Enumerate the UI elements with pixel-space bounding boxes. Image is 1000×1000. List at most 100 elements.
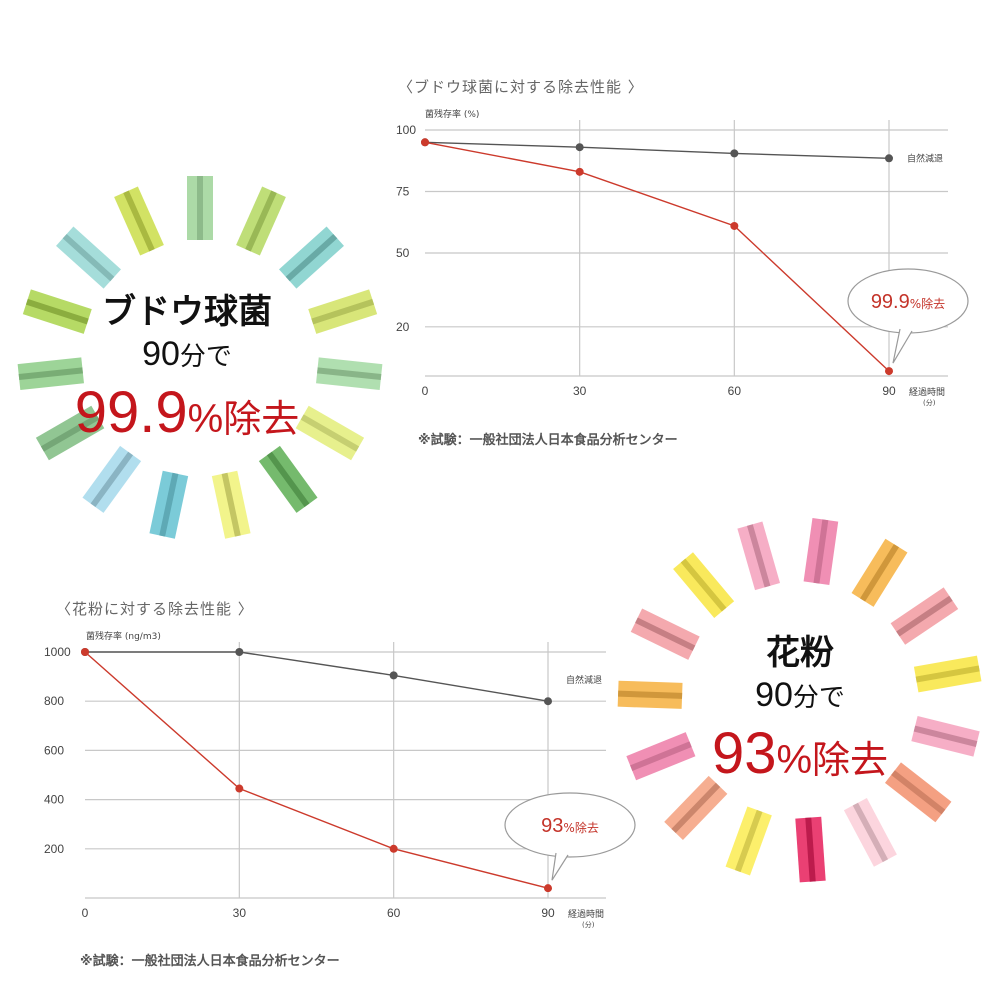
badge-duration-unit: 分で: [792, 683, 845, 713]
burst-ray: [35, 405, 105, 461]
burst-ray: [617, 680, 683, 709]
callout-bubble: [504, 792, 636, 858]
badge-subject: 花粉: [766, 633, 834, 673]
data-point: [544, 884, 552, 893]
callout-tail: [551, 852, 569, 881]
data-point: [575, 167, 584, 176]
badge-result-percent: %: [187, 397, 224, 441]
callout-label: 除去: [575, 820, 599, 835]
burst-ray: [913, 655, 982, 693]
burst-rays: [617, 518, 982, 883]
badge-result-number: 99.9: [74, 380, 188, 445]
x-axis-label: 経過時間: [568, 908, 604, 920]
series-line-removal: [84, 651, 549, 889]
burst-text: 花粉 90分で 93%除去: [647, 633, 953, 800]
chart1-plot: 菌残存率 (%) 100 75 50 20 0 30 60 90 経過時間(分) 99.9%除去 自然…: [396, 108, 969, 407]
pollen-burst-badge: 花粉 90分で 93%除去: [615, 518, 985, 890]
badge-result-percent: %: [776, 738, 813, 782]
callout-percent: %: [910, 297, 921, 311]
result-callout: 93%除去: [504, 792, 636, 881]
badge-subject: ブドウ球菌: [102, 292, 272, 332]
burst-ray: [114, 186, 164, 256]
burst-text: ブドウ球菌 90分で 99.9%除去: [20, 292, 354, 459]
burst-ray: [630, 608, 700, 660]
burst-rays: [17, 176, 383, 539]
callout-number: 99.9: [871, 291, 910, 313]
burst-ray: [17, 357, 84, 390]
x-tick-label: 90: [882, 384, 896, 398]
burst-ray: [236, 186, 286, 256]
x-tick-label: 60: [728, 384, 742, 398]
burst-ray: [149, 470, 189, 539]
badge-duration: 90分で: [20, 332, 354, 379]
burst-ray: [673, 552, 735, 618]
data-point: [885, 154, 893, 163]
data-point: [885, 367, 893, 376]
chart2-plot: 菌残存率 (ng/m3) 1000 800 600 400 200 0 30 60 90 経過時間(…: [44, 630, 636, 929]
badge-result: 99.9%除去: [20, 381, 354, 459]
y-tick-label: 200: [44, 842, 64, 856]
badge-result-label: 除去: [812, 738, 889, 782]
data-point: [389, 844, 398, 853]
callout-tail: [892, 328, 913, 364]
burst-ray: [843, 798, 897, 867]
y-tick-label: 50: [396, 246, 410, 260]
x-axis-unit: (分): [923, 398, 936, 407]
x-tick-label: 30: [233, 906, 247, 920]
series-line-natural-decay: [424, 141, 890, 159]
y-tick-label: 600: [44, 743, 64, 757]
data-point: [730, 221, 739, 230]
chart2-title: 〈花粉に対する除去性能 〉: [56, 600, 254, 618]
burst-ray: [211, 470, 251, 539]
callout-label: 除去: [921, 296, 945, 311]
burst-ray: [884, 762, 952, 823]
data-point: [730, 149, 739, 158]
badge-result-number: 93: [711, 721, 777, 786]
y-tick-label: 20: [396, 320, 410, 334]
burst-ray: [626, 732, 696, 781]
data-point: [575, 143, 584, 152]
callout-text: 93%除去: [541, 815, 599, 837]
x-tick-label: 0: [422, 384, 429, 398]
burst-ray: [664, 775, 728, 840]
x-tick-label: 60: [387, 906, 401, 920]
burst-ray: [279, 226, 344, 289]
burst-ray: [737, 521, 781, 591]
series-label: 自然減退: [566, 674, 602, 686]
burst-ray: [56, 226, 121, 289]
data-point: [544, 697, 552, 706]
data-point: [421, 138, 429, 147]
x-tick-label: 0: [82, 906, 89, 920]
burst-ray: [187, 176, 213, 240]
badge-result-label: 除去: [223, 397, 300, 441]
burst-ray: [258, 445, 318, 513]
callout-text: 99.9%除去: [871, 291, 945, 313]
data-point: [81, 648, 89, 656]
burst-ray: [316, 357, 383, 390]
burst-ray: [725, 806, 772, 876]
burst-ray: [851, 538, 908, 607]
callout-number: 93: [541, 815, 563, 837]
chart1-source-note: ※試験：一般社団法人日本食品分析センター: [418, 433, 678, 448]
y-tick-label: 800: [44, 694, 64, 708]
badge-duration-number: 90: [142, 335, 180, 373]
series-line-removal: [424, 141, 890, 372]
burst-ray: [890, 587, 959, 645]
y-tick-label: 1000: [44, 645, 71, 659]
chart1-title: 〈ブドウ球菌に対する除去性能 〉: [398, 78, 644, 96]
y-tick-label: 75: [396, 185, 410, 199]
badge-duration-unit: 分で: [179, 342, 232, 372]
x-axis-label: 経過時間: [909, 386, 945, 398]
y-tick-label: 100: [396, 123, 416, 137]
result-callout: 99.9%除去: [847, 268, 969, 364]
x-axis-unit: (分): [582, 920, 595, 929]
chart2-source-note: ※試験：一般社団法人日本食品分析センター: [80, 954, 340, 969]
y-axis-label: 菌残存率 (ng/m3): [86, 630, 161, 642]
series-line-natural-decay: [85, 651, 549, 702]
badge-result: 93%除去: [647, 722, 953, 800]
grape-burst-badge: ブドウ球菌 90分で 99.9%除去: [17, 176, 390, 550]
badge-duration-number: 90: [755, 676, 793, 714]
data-point: [235, 784, 244, 793]
callout-percent: %: [563, 821, 574, 835]
burst-ray: [295, 405, 365, 461]
